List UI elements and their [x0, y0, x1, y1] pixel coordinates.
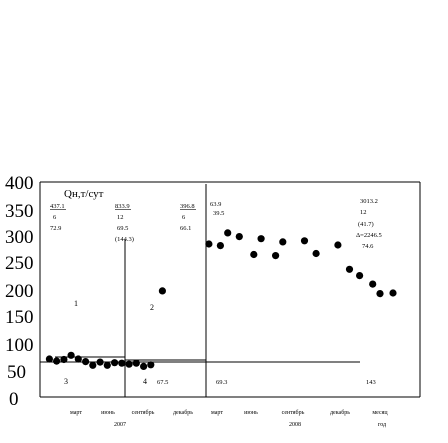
- ann-z2-3: (144.3): [115, 236, 134, 243]
- ann-right-2: (41.7): [358, 221, 374, 228]
- y-tick-150: 150: [5, 307, 34, 328]
- data-point: [345, 265, 354, 273]
- y-tick-50: 50: [7, 362, 26, 383]
- data-point: [60, 355, 68, 364]
- annotations-top: 437.1 6 72.9 833.9 12 69.5 (144.3) 396.8…: [50, 198, 382, 250]
- data-point: [147, 361, 155, 369]
- x-month-labels: март июнь сентябрь декабрь март июнь сен…: [70, 409, 388, 416]
- data-point: [140, 362, 148, 370]
- data-point: [369, 280, 377, 288]
- data-point: [389, 289, 397, 297]
- ann-z3-0: 396.8: [180, 203, 195, 210]
- x-month-2: сентябрь: [132, 409, 155, 416]
- ann-right-4: 74.6: [362, 243, 374, 250]
- data-point: [125, 360, 133, 368]
- data-point: [257, 235, 265, 243]
- ann-bottom-1: 69.3: [216, 379, 227, 386]
- y-tick-0: 0: [9, 389, 19, 410]
- data-point: [356, 272, 364, 280]
- y-tick-300: 300: [5, 227, 34, 248]
- data-point: [312, 249, 320, 258]
- y-tick-250: 250: [5, 253, 34, 274]
- ann-z2-0: 833.9: [115, 203, 130, 210]
- ann-z4-1: 39.5: [213, 210, 224, 217]
- y-tick-350: 350: [5, 201, 34, 222]
- data-point: [74, 355, 82, 363]
- zone-label-1: 1: [74, 299, 78, 308]
- data-point: [132, 359, 140, 367]
- x-month-0: март: [70, 410, 82, 416]
- data-point: [53, 357, 61, 365]
- zone-dividers: [40, 184, 360, 397]
- zone-label-2: 2: [150, 303, 154, 312]
- zone-label-3: 3: [64, 377, 68, 386]
- data-point: [334, 241, 342, 249]
- data-point: [216, 242, 224, 250]
- ann-right-0: 3013.2: [360, 198, 378, 205]
- ann-z4-0: 63.9: [210, 201, 221, 208]
- data-point: [118, 359, 126, 367]
- data-point: [272, 252, 280, 260]
- ann-z2-1: 12: [117, 214, 124, 221]
- data-point: [96, 358, 104, 366]
- x-month-7: декабрь: [330, 409, 350, 416]
- x-month-8: месяц: [372, 410, 388, 416]
- x-year-labels: 2007 2008 год: [114, 422, 386, 428]
- ann-z2-2: 69.5: [117, 225, 128, 232]
- annotations-bottom: 67.5 69.3 143: [157, 379, 376, 386]
- zone-labels: 1 2 3 4: [64, 299, 154, 386]
- y-tick-400: 400: [5, 173, 34, 194]
- ann-right-3: Δ=2246.5: [356, 232, 382, 239]
- data-point: [235, 233, 243, 241]
- data-point: [82, 358, 90, 366]
- x-month-3: декабрь: [173, 409, 193, 416]
- data-point: [224, 229, 232, 237]
- data-point: [250, 250, 258, 259]
- data-point: [89, 361, 97, 369]
- ann-bottom-0: 67.5: [157, 379, 168, 386]
- data-point: [103, 361, 111, 369]
- data-point: [111, 359, 119, 367]
- ann-z3-2: 66.1: [180, 225, 191, 232]
- chart-frame: [39, 181, 421, 398]
- data-points: [45, 229, 397, 370]
- data-point: [205, 240, 213, 248]
- x-month-4: март: [211, 410, 223, 416]
- data-point: [279, 238, 287, 246]
- data-point: [45, 355, 54, 363]
- x-month-6: сентябрь: [282, 409, 305, 416]
- y-tick-200: 200: [5, 281, 34, 302]
- zone-lines: [55, 356, 206, 361]
- ann-z1-1: 6: [53, 214, 57, 221]
- x-year-1: 2008: [289, 422, 301, 428]
- data-point: [158, 287, 166, 295]
- x-year-2: год: [378, 422, 386, 428]
- ann-z1-2: 72.9: [50, 225, 61, 232]
- zone-label-4: 4: [143, 377, 147, 386]
- x-month-5: июнь: [244, 410, 258, 416]
- y-tick-100: 100: [5, 335, 34, 356]
- data-point: [67, 351, 75, 359]
- y-axis-title: Qн,т/сут: [64, 188, 104, 200]
- ann-right-1: 12: [360, 209, 367, 216]
- y-tick-labels: 400 350 300 250 200 150 100 50 0: [5, 173, 34, 410]
- data-point: [300, 237, 309, 245]
- ann-bottom-2: 143: [366, 379, 376, 386]
- x-year-0: 2007: [114, 422, 126, 428]
- ann-z1-0: 437.1: [50, 203, 65, 210]
- data-point: [376, 290, 384, 298]
- ann-z3-1: 6: [182, 214, 186, 221]
- x-month-1: июнь: [101, 410, 115, 416]
